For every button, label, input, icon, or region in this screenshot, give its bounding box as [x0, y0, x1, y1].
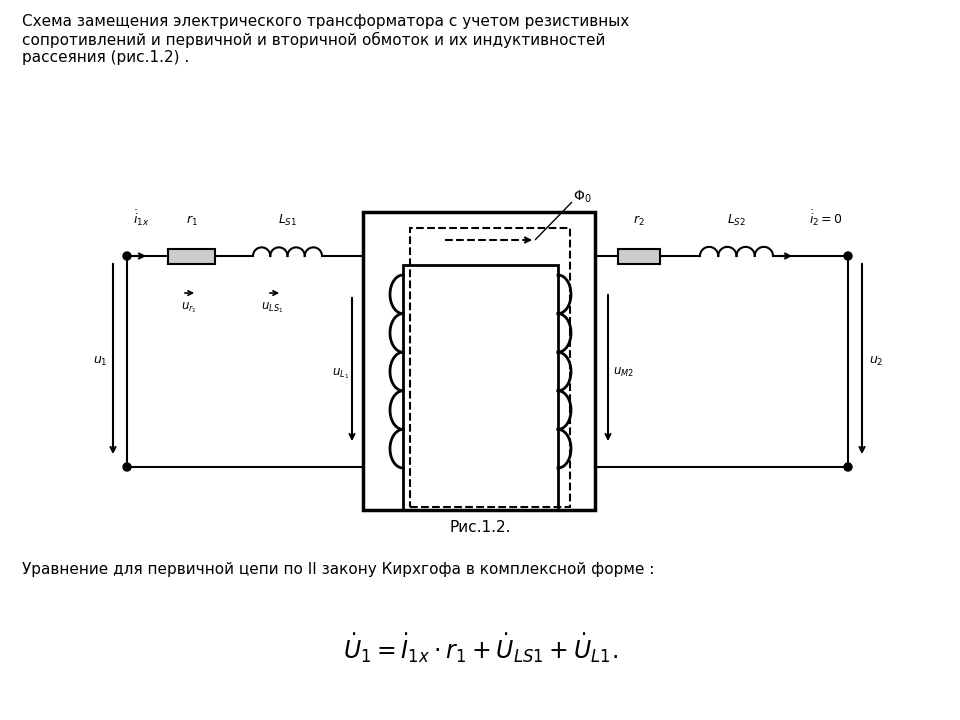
- Text: Уравнение для первичной цепи по II закону Кирхгофа в комплексной форме :: Уравнение для первичной цепи по II закон…: [22, 562, 655, 577]
- Bar: [410, 228, 570, 507]
- Text: Рис.1.2.: Рис.1.2.: [449, 521, 511, 536]
- Text: $\Phi_0$: $\Phi_0$: [573, 189, 591, 205]
- Text: Схема замещения электрического трансформатора с учетом резистивных
сопротивлений: Схема замещения электрического трансформ…: [22, 14, 629, 66]
- Text: $u_{M2}$: $u_{M2}$: [613, 366, 634, 379]
- Bar: [618, 248, 660, 264]
- Circle shape: [844, 463, 852, 471]
- Text: $u_1$: $u_1$: [93, 355, 108, 368]
- Text: $u_{L_1}$: $u_{L_1}$: [332, 366, 349, 381]
- Text: $u_{r_1}$: $u_{r_1}$: [181, 301, 197, 315]
- Text: $L_{S2}$: $L_{S2}$: [727, 213, 746, 228]
- Text: $u_{LS_1}$: $u_{LS_1}$: [261, 301, 283, 315]
- Circle shape: [123, 252, 131, 260]
- Text: $r_2$: $r_2$: [634, 214, 645, 228]
- Text: $u_2$: $u_2$: [869, 355, 883, 368]
- Circle shape: [844, 252, 852, 260]
- Text: $\dot{U}_1 = \dot{I}_{1x} \cdot r_1 + \dot{U}_{LS1} + \dot{U}_{L1}.$: $\dot{U}_1 = \dot{I}_{1x} \cdot r_1 + \d…: [343, 631, 617, 665]
- Bar: [363, 212, 595, 510]
- Text: $\dot{i}_{1x}$: $\dot{i}_{1x}$: [133, 208, 150, 228]
- Text: $L_{S1}$: $L_{S1}$: [277, 213, 298, 228]
- Bar: [168, 248, 215, 264]
- Bar: [403, 265, 558, 510]
- Text: $r_1$: $r_1$: [185, 214, 198, 228]
- Circle shape: [123, 463, 131, 471]
- Text: $\dot{i}_2=0$: $\dot{i}_2=0$: [809, 208, 843, 228]
